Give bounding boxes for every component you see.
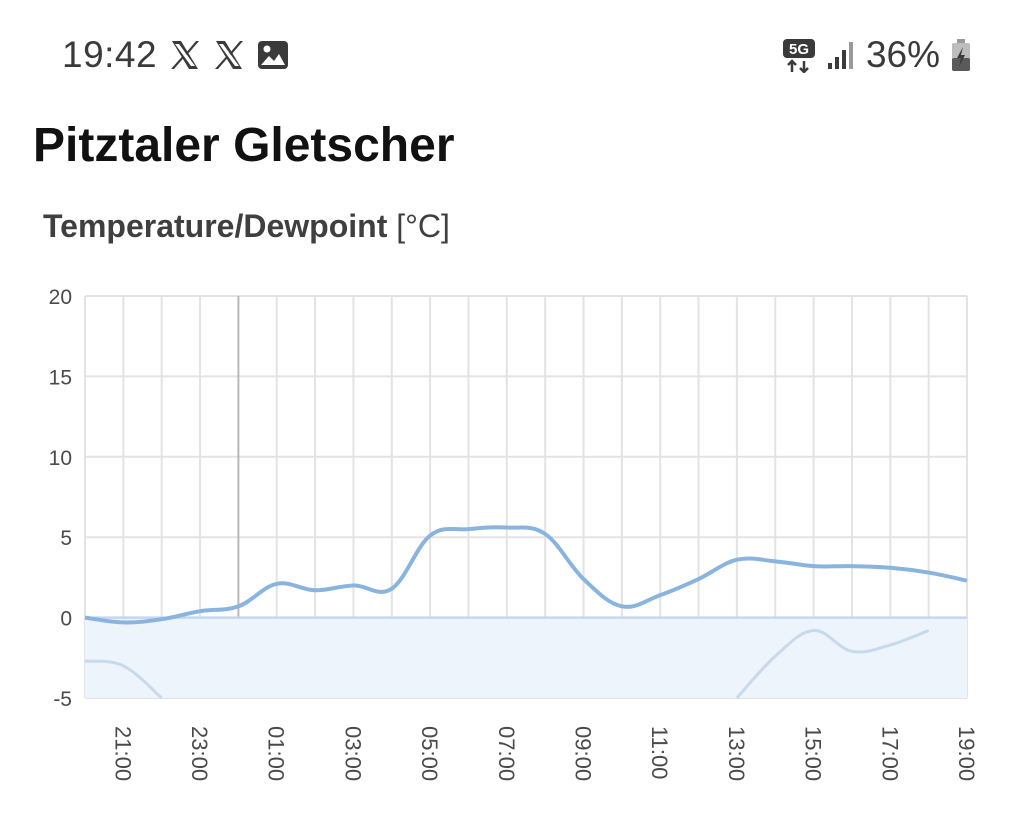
x-tick-label: 09:00: [571, 726, 596, 781]
x-logo-icon: [215, 41, 243, 69]
x-tick-label: 19:00: [954, 726, 979, 781]
x-tick-label: 01:00: [264, 726, 289, 781]
series-lines: [84, 525, 968, 700]
y-tick-label: 5: [60, 527, 72, 550]
5g-icon: 5G: [782, 39, 815, 73]
x-axis-ticks: 21:00 23:00 01:00 03:00 05:00 07:00 09:00 11:00…: [110, 726, 979, 781]
temperature-line: [84, 525, 968, 625]
battery-charging-icon: [952, 39, 970, 71]
x-tick-label: 23:00: [187, 726, 212, 781]
x-logo-icon: [171, 41, 199, 69]
x-tick-label: 11:00: [647, 726, 672, 779]
battery-level: 36%: [865, 34, 940, 75]
x-tick-label: 15:00: [801, 726, 826, 781]
x-tick-label: 07:00: [494, 726, 519, 781]
y-tick-label: 10: [49, 447, 72, 470]
below-zero-area: [85, 617, 967, 698]
y-tick-label: 20: [49, 286, 72, 309]
chart-title-text: Temperature/Dewpoint: [43, 208, 388, 244]
y-tick-label: 0: [60, 608, 72, 631]
system-icons: 5G 36%: [782, 34, 972, 76]
status-bar: 19:42 5G: [0, 0, 1030, 110]
y-tick-label: 15: [49, 366, 72, 389]
chart-title: Temperature/Dewpoint [°C]: [43, 208, 450, 245]
x-tick-label: 13:00: [724, 726, 749, 781]
svg-text:5G: 5G: [789, 41, 809, 58]
x-tick-label: 17:00: [877, 726, 902, 781]
x-tick-label: 05:00: [417, 726, 442, 781]
below-zero-fill: [85, 616, 967, 698]
dewpoint-line: [84, 659, 163, 700]
x-tick-label: 03:00: [340, 726, 365, 781]
y-axis-ticks: 20 15 10 5 0 -5: [49, 286, 72, 711]
temperature-dewpoint-chart: 20 15 10 5 0 -5 21:00 23:00 01:00 03:00 05:00 07:0…: [49, 286, 979, 781]
notification-icons: [168, 38, 290, 72]
signal-icon: [827, 42, 853, 69]
page-title: Pitztaler Gletscher: [33, 119, 455, 172]
status-time: 19:42: [62, 34, 158, 75]
image-icon: [258, 41, 288, 69]
dewpoint-line: [735, 628, 930, 700]
y-tick-label: -5: [53, 688, 72, 711]
x-tick-label: 21:00: [110, 726, 135, 781]
chart-title-unit: [°C]: [396, 208, 450, 244]
